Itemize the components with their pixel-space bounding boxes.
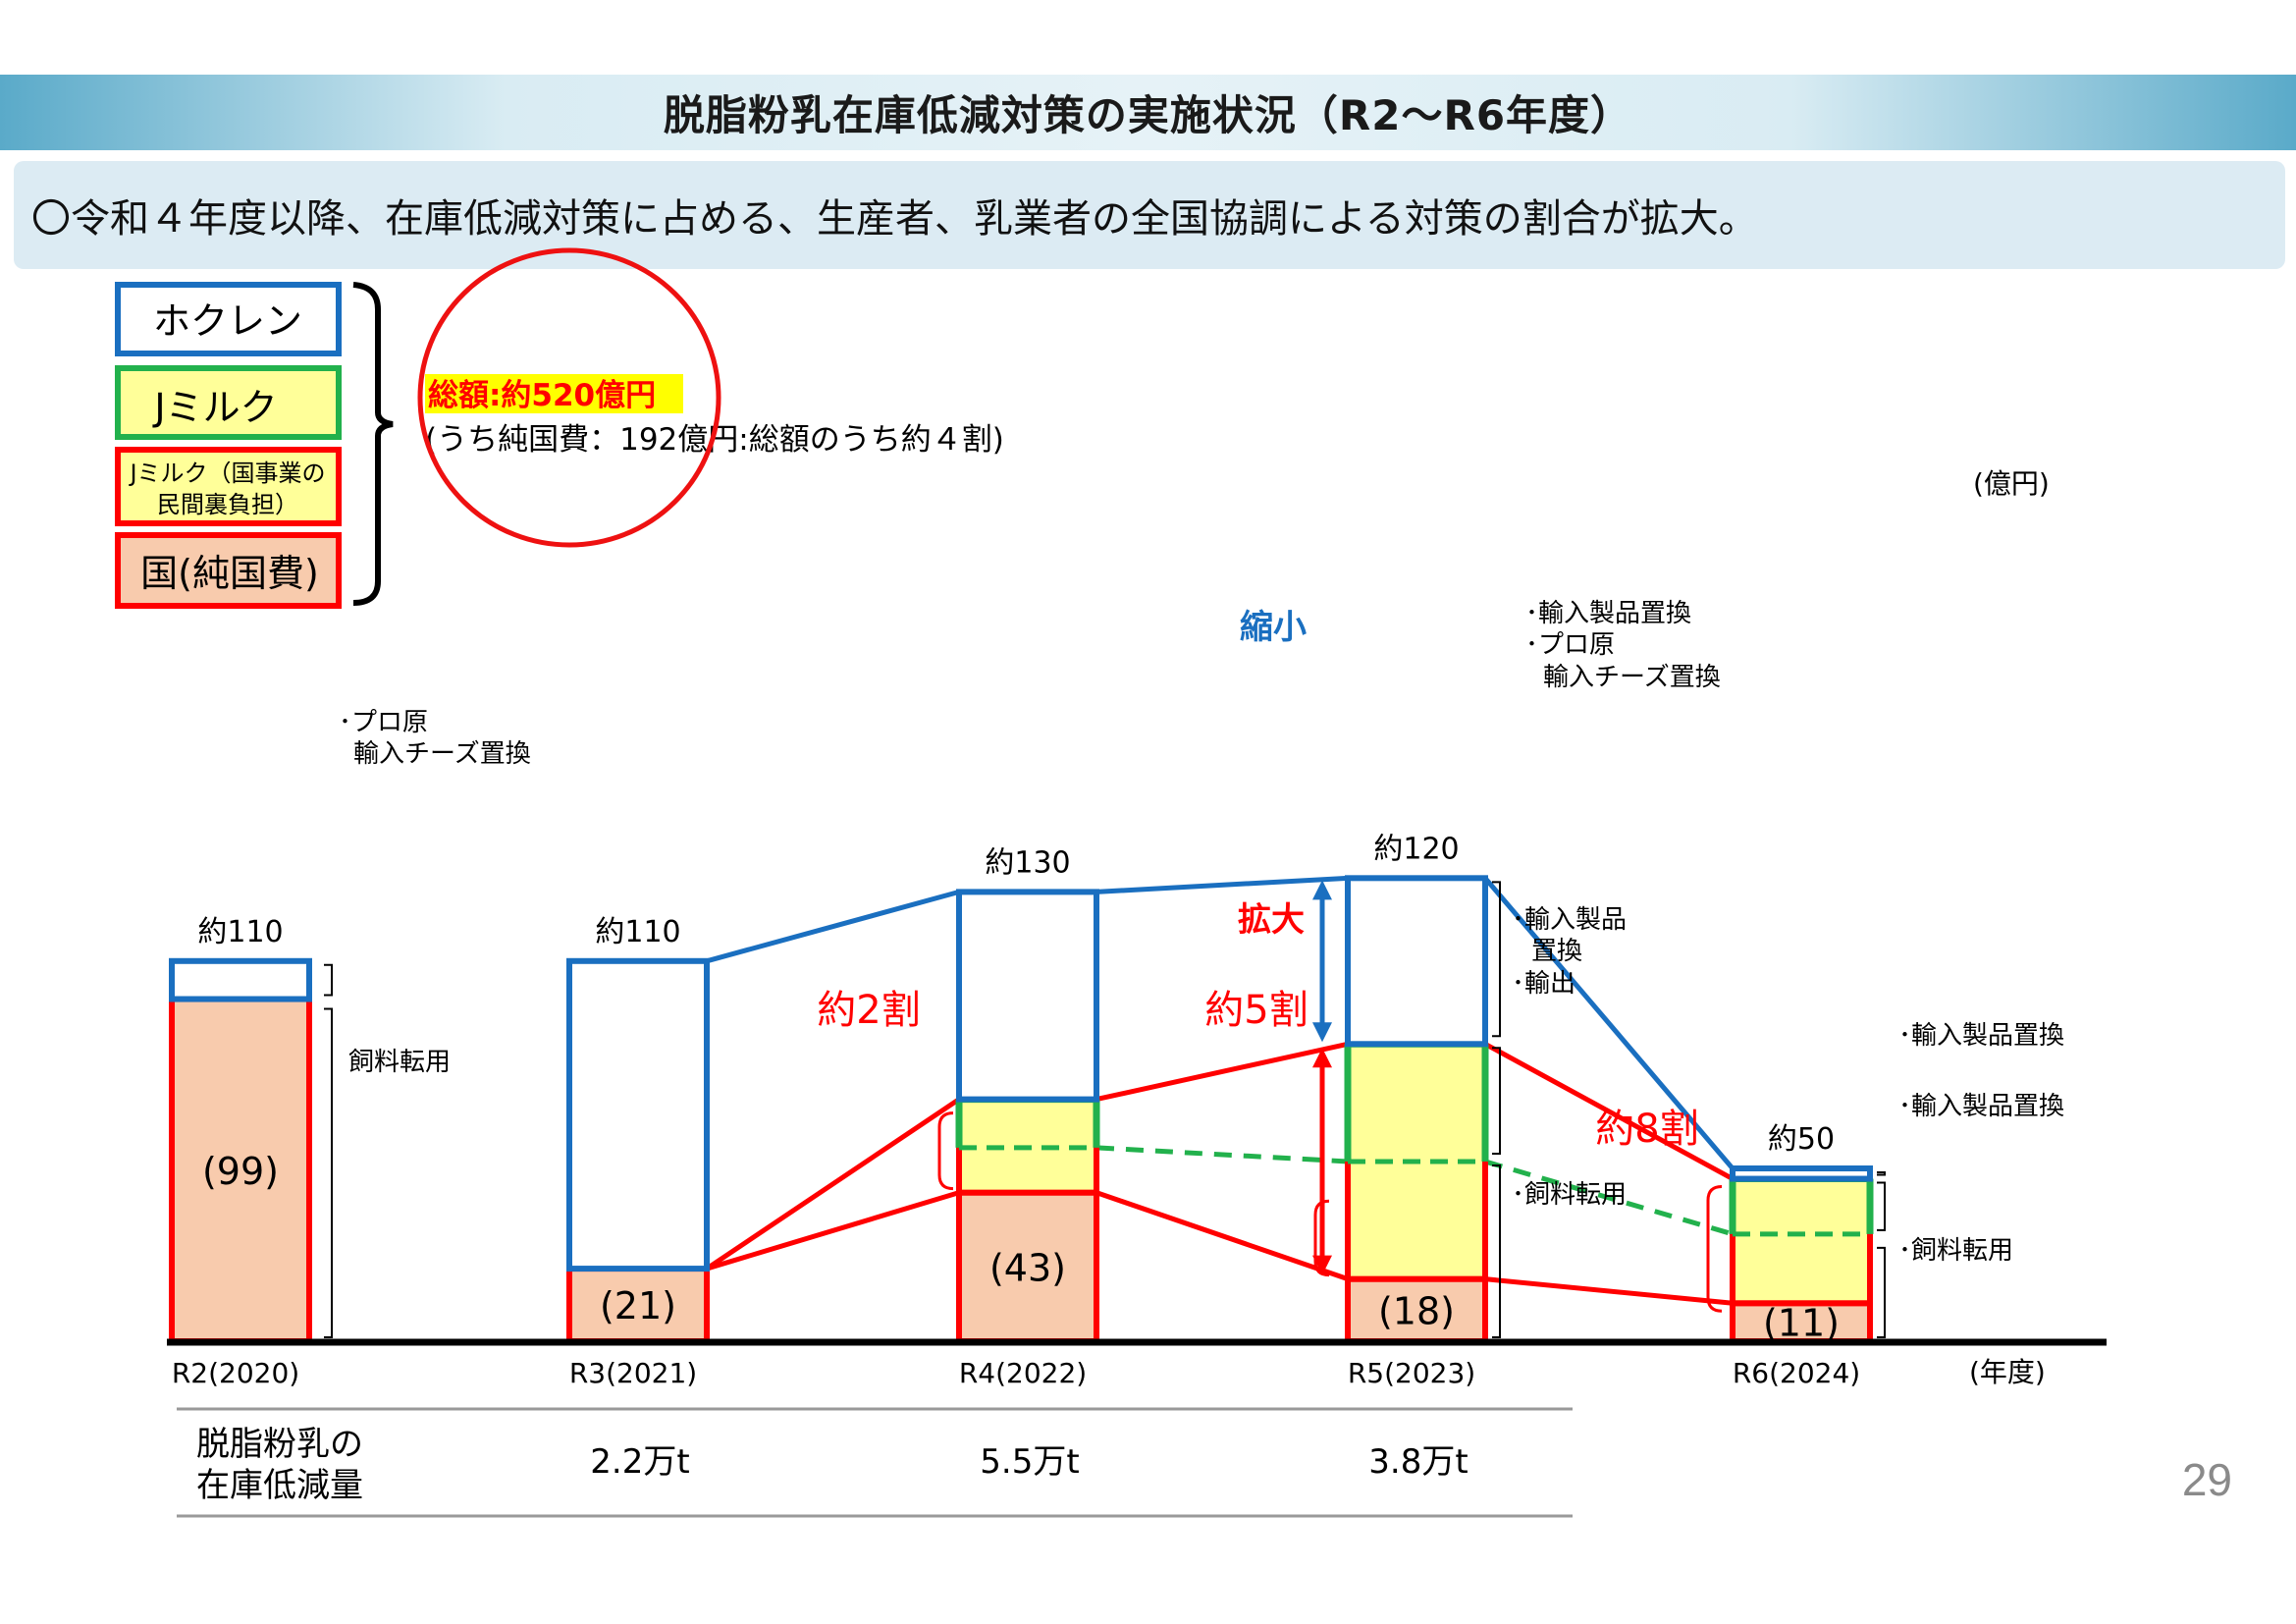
expand-arrow-head-top (1312, 1048, 1332, 1068)
shrink-arrow-head-bottom (1312, 1022, 1332, 1043)
summary-box: 〇令和４年度以降、在庫低減対策に占める、生産者、乳業者の全国協調による対策の割合… (14, 161, 2285, 269)
total-amount-text: 総額:約520億円 (428, 378, 656, 413)
note-r5-feed: ･飼料転用 (1512, 1180, 1627, 1210)
note-bracket-r2-feed (324, 1007, 333, 1338)
bar-hokuren-4 (1730, 1165, 1873, 1182)
y-unit-label: (億円) (1973, 467, 2050, 500)
total-circle (417, 247, 721, 548)
shrink-arrow-head-top (1312, 880, 1332, 900)
x-tick-label-3: R5(2023) (1348, 1357, 1475, 1389)
note-bracket-r5-top (1492, 881, 1501, 1038)
bar-hokuren-3 (1345, 875, 1488, 1048)
legend-swatch-jmilk (115, 365, 342, 440)
bar-hokuren-0 (169, 957, 312, 1002)
note-r5-top-3: 輸入チーズ置換 (1543, 663, 1721, 692)
connector-green-r5-r6 (1484, 1159, 1734, 1237)
bar-government-label-4: (11) (1763, 1302, 1840, 1345)
bar-hokuren-2 (956, 889, 1099, 1103)
note-r2-feed: 飼料転用 (348, 1048, 451, 1077)
ratio-bracket-r4 (937, 1111, 954, 1191)
connector-red-r5-r6-gov (1484, 1276, 1734, 1306)
table-value-2: 3.8万t (1368, 1442, 1468, 1482)
connector-red-r4-r5-jm (1095, 1041, 1349, 1103)
total-highlight (425, 374, 683, 413)
legend-swatch-government (115, 532, 342, 609)
note-r6-mid: ･輸入製品置換 (1898, 1092, 2064, 1121)
note-r5-top-1: ･輸入製品置換 (1525, 599, 1691, 628)
bar-government-1 (566, 1266, 710, 1344)
shrink-label: 縮小 (1240, 608, 1307, 647)
note-bracket-r6-feed (1877, 1246, 1886, 1338)
title-bar: 脱脂粉乳在庫低減対策の実施状況（R2〜R6年度） (0, 75, 2296, 150)
note-r2-top-1: ･プロ原 (339, 708, 428, 737)
table-label-line1: 脱脂粉乳の (196, 1425, 363, 1464)
ratio-label-r4: 約2割 (817, 988, 920, 1033)
note-r5-mid-2: 置換 (1531, 937, 1582, 966)
connector-green-r4-r5 (1095, 1145, 1349, 1164)
x-unit-label: (年度) (1969, 1356, 2046, 1388)
note-r2-top-2: 輸入チーズ置換 (353, 739, 531, 769)
bar-government-label-0: (99) (202, 1150, 279, 1193)
legend-swatch-jmilk-private (115, 447, 342, 526)
legend-label-government: 国(純国費) (140, 552, 319, 595)
legend-bracket (352, 282, 394, 606)
connector-red-r4-r5-gov (1095, 1190, 1349, 1282)
summary-text: 〇令和４年度以降、在庫低減対策に占める、生産者、乳業者の全国協調による対策の割合… (31, 196, 1758, 242)
bar-jmilk-4 (1730, 1175, 1873, 1307)
bar-total-label-3: 約120 (1373, 832, 1459, 866)
bar-total-label-2: 約130 (985, 845, 1070, 880)
connector-blue-r3-r4 (706, 889, 960, 964)
note-r6-top: ･輸入製品置換 (1898, 1021, 2064, 1051)
connector-red-r3-r4-jm (705, 1097, 961, 1272)
x-tick-label-1: R3(2021) (569, 1357, 697, 1389)
page-number: 29 (2181, 1454, 2232, 1505)
legend-label-jmilk-private-line2: 民間裏負担） (157, 491, 298, 518)
ratio-label-r5: 約5割 (1204, 988, 1308, 1033)
legend-swatch-hokuren (115, 282, 342, 356)
bar-government-label-1: (21) (600, 1284, 676, 1327)
legend-label-hokuren: ホクレン (153, 299, 302, 343)
note-bracket-r5-feed (1492, 1164, 1501, 1338)
page-title: 脱脂粉乳在庫低減対策の実施状況（R2〜R6年度） (663, 91, 1633, 139)
table-value-1: 5.5万t (980, 1442, 1079, 1482)
table-value-0: 2.2万t (590, 1442, 689, 1482)
bar-total-label-4: 約50 (1768, 1122, 1835, 1157)
connector-blue-r4-r5 (1095, 875, 1349, 894)
ratio-label-r6: 約8割 (1595, 1107, 1698, 1152)
x-tick-label-4: R6(2024) (1733, 1357, 1860, 1389)
expand-arrow-head-bottom (1312, 1255, 1332, 1275)
connector-blue-r5-r6 (1483, 876, 1735, 1170)
x-tick-label-0: R2(2020) (172, 1357, 299, 1389)
note-r5-mid-3: ･輸出 (1512, 969, 1575, 999)
ratio-bracket-r5 (1313, 1199, 1330, 1277)
note-r5-top-2: ･プロ原 (1525, 630, 1615, 660)
note-bracket-r6-mid (1877, 1181, 1886, 1231)
note-r6-feed: ･飼料転用 (1898, 1236, 2013, 1266)
bar-government-label-3: (18) (1378, 1289, 1455, 1332)
note-bracket-r6-top (1877, 1171, 1886, 1176)
x-tick-label-2: R4(2022) (959, 1357, 1087, 1389)
note-bracket-r2-top (324, 963, 333, 997)
bar-government-0 (169, 996, 312, 1345)
bar-total-label-0: 約110 (197, 915, 283, 949)
legend-label-jmilk-private-line1: Jミルク（国事業の (128, 460, 325, 487)
legend-label-jmilk: Jミルク (152, 386, 277, 429)
note-r5-mid-1: ･輸入製品 (1512, 905, 1627, 935)
note-bracket-r5-mid (1492, 1047, 1501, 1155)
expand-label: 拡大 (1238, 900, 1305, 940)
bar-total-label-1: 約110 (595, 915, 680, 949)
ratio-bracket-r6 (1706, 1185, 1723, 1313)
connector-red-r3-r4-gov (706, 1190, 960, 1272)
connector-red-r5-r6-jm (1483, 1042, 1735, 1181)
bar-government-label-2: (43) (989, 1246, 1066, 1289)
table-label-line2: 在庫低減量 (196, 1466, 363, 1505)
bar-hokuren-1 (566, 957, 710, 1272)
